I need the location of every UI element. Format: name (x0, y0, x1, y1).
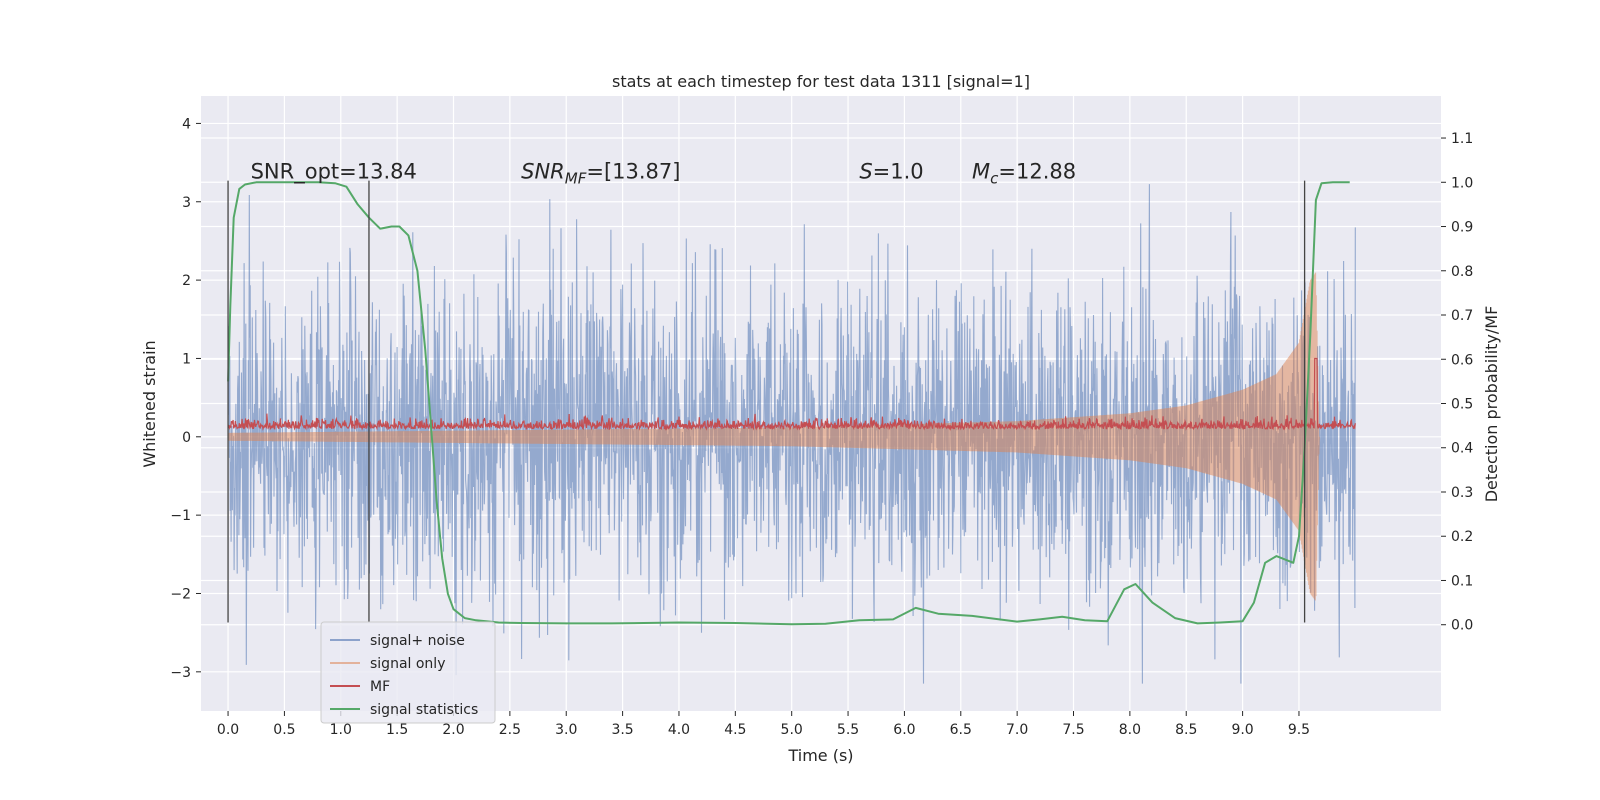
y-tick-label-right: 0.4 (1451, 441, 1473, 457)
x-tick-label: 1.5 (386, 722, 408, 738)
legend-label: MF (370, 679, 390, 695)
legend-label: signal only (370, 656, 445, 672)
y-tick-label-right: 1.0 (1451, 175, 1473, 191)
x-tick-label: 3.5 (611, 722, 633, 738)
legend-label: signal statistics (370, 702, 478, 718)
y-tick-label-left: 3 (182, 195, 191, 211)
y-tick-label-right: 0.7 (1451, 308, 1473, 324)
y-tick-label-left: −2 (170, 586, 191, 602)
x-tick-label: 8.5 (1175, 722, 1197, 738)
annotation-text: S=1.0 (859, 159, 923, 183)
annotation-text: SNR_opt=13.84 (251, 159, 417, 184)
legend-box (320, 621, 496, 724)
y-tick-label-left: 2 (182, 273, 191, 289)
series-signal-statistics (227, 181, 1350, 626)
y-tick-label-right: 0.5 (1451, 397, 1473, 413)
legend: signal+ noise signal only MF signal statist… (320, 621, 496, 724)
x-tick-label: 5.5 (837, 722, 859, 738)
y-axis-label-left: Whitened strain (140, 340, 159, 467)
x-tick-label: 1.0 (330, 722, 352, 738)
x-tick-label: 0.5 (273, 722, 295, 738)
annotation-text: SNRMF=[13.87] (521, 159, 680, 187)
y-tick-label-right: 0.9 (1451, 220, 1473, 236)
legend-label: signal+ noise (370, 633, 465, 649)
x-tick-label: 7.0 (1006, 722, 1028, 738)
x-tick-label: 2.0 (442, 722, 464, 738)
series-mf (227, 357, 1356, 432)
x-tick-label: 8.0 (1119, 722, 1141, 738)
x-tick-label: 9.5 (1288, 722, 1310, 738)
x-tick-label: 0.0 (217, 722, 239, 738)
y-tick-label-right: 0.0 (1451, 618, 1473, 634)
x-tick-label: 6.5 (950, 722, 972, 738)
x-tick-label: 4.5 (724, 722, 746, 738)
y-tick-label-right: 0.2 (1451, 529, 1473, 545)
y-tick-label-right: 0.6 (1451, 352, 1473, 368)
y-tick-label-left: −3 (170, 665, 191, 681)
x-tick-label: 6.0 (893, 722, 915, 738)
annotation-text: Mc=12.88 (972, 159, 1076, 187)
annotations: SNR_opt=13.84 SNRMF=[13.87] S=1.0 Mc=12.88 (251, 159, 1077, 187)
x-tick-label: 9.0 (1231, 722, 1253, 738)
marker-lines (227, 180, 1306, 623)
chart-title: stats at each timestep for test data 131… (612, 72, 1030, 91)
y-tick-label-right: 1.1 (1451, 131, 1473, 147)
x-tick-label: 5.0 (781, 722, 803, 738)
x-tick-label: 2.5 (499, 722, 521, 738)
y-tick-label-right: 0.8 (1451, 264, 1473, 280)
y-tick-label-right: 0.1 (1451, 573, 1473, 589)
data-layer (227, 181, 1356, 684)
y-axis-label-right: Detection probability/MF (1482, 306, 1501, 503)
x-tick-label: 4.0 (668, 722, 690, 738)
y-tick-label-left: 1 (182, 351, 191, 367)
y-tick-label-left: −1 (170, 508, 191, 524)
y-tick-label-left: 0 (182, 430, 191, 446)
y-tick-label-left: 4 (182, 116, 191, 132)
x-axis-label: Time (s) (787, 746, 853, 765)
y-tick-label-right: 0.3 (1451, 485, 1473, 501)
x-tick-label: 7.5 (1062, 722, 1084, 738)
axes: 0.0 0.5 1.0 1.5 2.0 2.5 3.0 3.5 4.0 4.5 5.0 5.5 6.0 6… (170, 116, 1473, 738)
x-tick-label: 3.0 (555, 722, 577, 738)
